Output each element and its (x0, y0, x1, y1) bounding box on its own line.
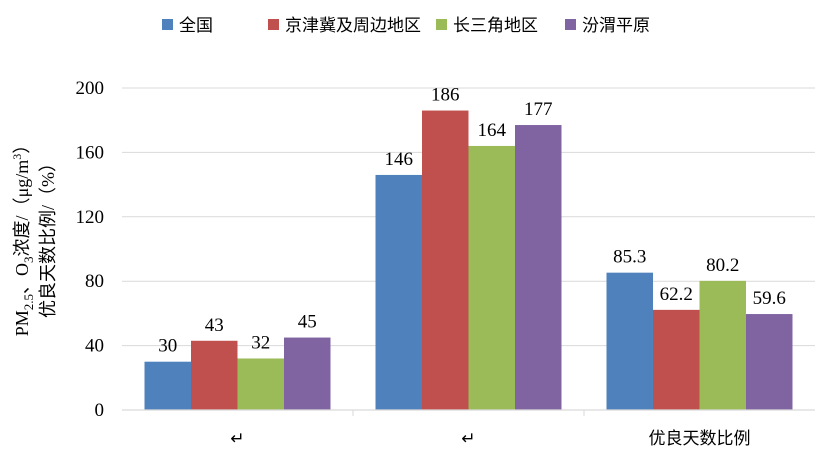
data-label: 85.3 (613, 247, 646, 268)
legend-label: 京津冀及周边地区 (285, 16, 421, 36)
x-tick-label: ↵ (461, 429, 475, 449)
x-tick-label: 优良天数比例 (649, 429, 751, 449)
x-tick-label: ↵ (230, 429, 244, 449)
bar-3-2 (468, 145, 515, 410)
bar-3-1 (237, 358, 284, 410)
legend-label: 汾渭平原 (582, 16, 650, 36)
bar-1-3 (606, 272, 653, 410)
data-label: 32 (251, 332, 270, 353)
bar-2-1 (191, 340, 238, 410)
data-label: 177 (524, 99, 553, 120)
y-tick-label: 40 (85, 336, 104, 357)
bar-4-2 (515, 125, 562, 410)
legend-label: 长三角地区 (453, 16, 538, 36)
y-tick-label: 200 (76, 78, 105, 99)
data-label: 146 (385, 149, 414, 170)
legend-swatch (162, 19, 173, 30)
legend-swatch (436, 19, 447, 30)
bar-2-3 (653, 309, 700, 410)
legend-swatch (268, 19, 279, 30)
data-label: 45 (298, 312, 317, 333)
data-label: 186 (431, 85, 460, 106)
data-label: 30 (158, 336, 177, 357)
legend: 全国 京津冀及周边地区 长三角地区 汾渭平原 (162, 16, 650, 36)
bar-4-3 (746, 314, 793, 410)
y-tick-label: 0 (95, 400, 105, 421)
legend-swatch (565, 19, 576, 30)
y-axis-title: PM2.5、O3浓度/（μg/m3） 优良天数比例/（%） (10, 136, 58, 336)
y-tick-label: 120 (76, 207, 105, 228)
data-labels: 30 43 32 45 146 186 164 177 85.3 62.2 80.2 59.6 (158, 85, 786, 357)
data-label: 59.6 (753, 288, 786, 309)
bars (144, 110, 793, 410)
bar-4-1 (284, 337, 331, 410)
bar-1-1 (144, 361, 191, 410)
axes: 0 40 80 120 160 200 ↵ ↵ 优良天数比例 (76, 78, 815, 449)
y-axis-title-line1: PM2.5、O3浓度/（μg/m3） (10, 136, 36, 336)
bar-2-2 (422, 110, 469, 410)
data-label: 80.2 (706, 255, 739, 276)
y-tick-label: 160 (76, 142, 105, 163)
bar-1-2 (375, 174, 422, 410)
data-label: 164 (478, 120, 507, 141)
y-axis-title-line2: 优良天数比例/（%） (38, 154, 58, 318)
bar-3-3 (699, 280, 746, 410)
y-tick-label: 80 (85, 271, 104, 292)
data-label: 43 (205, 315, 224, 336)
legend-label: 全国 (179, 16, 213, 36)
data-label: 62.2 (660, 284, 693, 305)
